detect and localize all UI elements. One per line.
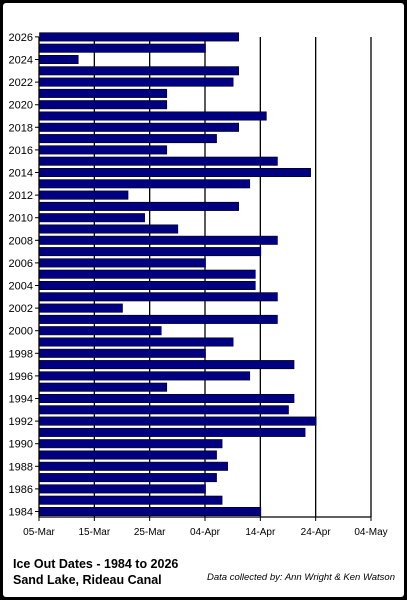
bar-1987 (39, 473, 217, 483)
bar-2019 (39, 111, 267, 121)
bar-2005 (39, 269, 256, 279)
y-tick-label: 1984 (9, 507, 33, 519)
x-tick-label: 24-Apr (301, 527, 332, 538)
y-tick-label: 2022 (9, 77, 33, 89)
bar-2001 (39, 314, 278, 324)
bar-1991 (39, 427, 306, 437)
bar-2000 (39, 326, 162, 336)
bar-1988 (39, 461, 228, 471)
y-tick-label: 1990 (9, 439, 33, 451)
bar-2016 (39, 145, 168, 155)
bar-1986 (39, 484, 206, 494)
bar-1993 (39, 405, 289, 415)
bar-2021 (39, 88, 168, 98)
y-tick-label: 1992 (9, 416, 33, 428)
x-tick-label: 15-Mar (78, 527, 110, 538)
data-credit: Data collected by: Ann Wright & Ken Wats… (207, 572, 395, 583)
bar-2012 (39, 190, 129, 200)
chart-title-line-2: Sand Lake, Rideau Canal (13, 573, 162, 587)
bar-2007 (39, 247, 262, 257)
bar-2023 (39, 66, 239, 76)
bar-2024 (39, 54, 79, 64)
bar-2022 (39, 77, 234, 87)
y-tick-label: 2024 (9, 55, 33, 67)
bar-2014 (39, 168, 311, 178)
bar-2017 (39, 134, 217, 144)
bar-2018 (39, 122, 239, 132)
bar-2015 (39, 156, 278, 166)
bar-2011 (39, 201, 239, 211)
y-tick-label: 1986 (9, 484, 33, 496)
ice-out-bar-chart: 1984 1986 1988 1990 1992 1994 1996 1998 2000 2002… (9, 32, 388, 538)
bar-1999 (39, 337, 234, 347)
bar-2006 (39, 258, 206, 268)
y-tick-label: 2016 (9, 145, 33, 157)
y-tick-label: 1994 (9, 394, 33, 406)
y-tick-label: 2012 (9, 190, 33, 202)
bar-1998 (39, 348, 206, 358)
bar-2020 (39, 100, 168, 110)
y-tick-label: 1996 (9, 371, 33, 383)
y-tick-label: 2004 (9, 281, 33, 293)
y-tick-label: 2006 (9, 258, 33, 270)
bar-1985 (39, 495, 223, 505)
x-tick-label: 04-Apr (190, 527, 221, 538)
y-tick-label: 2002 (9, 303, 33, 315)
y-tick-label: 2020 (9, 100, 33, 112)
bar-1990 (39, 439, 223, 449)
chart-title: Ice Out Dates - 1984 to 2026 Sand Lake, … (13, 556, 178, 588)
y-tick-label: 1998 (9, 348, 33, 360)
bar-1996 (39, 371, 251, 381)
bar-2002 (39, 303, 123, 313)
bar-1997 (39, 360, 295, 370)
y-tick-label: 2026 (9, 32, 33, 44)
bar-2025 (39, 43, 206, 53)
y-tick-label: 2014 (9, 168, 33, 180)
bar-2008 (39, 235, 278, 245)
bar-2003 (39, 292, 278, 302)
chart-title-line-1: Ice Out Dates - 1984 to 2026 (13, 557, 179, 571)
bar-2013 (39, 179, 251, 189)
y-tick-label: 2018 (9, 122, 33, 134)
y-tick-label: 2010 (9, 213, 33, 225)
bar-1994 (39, 393, 295, 403)
bar-1989 (39, 450, 217, 460)
x-tick-label: 14-Apr (245, 527, 276, 538)
bar-1984 (39, 506, 262, 516)
bar-2010 (39, 213, 145, 223)
bar-2009 (39, 224, 179, 234)
bar-2004 (39, 280, 256, 290)
x-tick-label: 25-Mar (134, 527, 166, 538)
bar-1992 (39, 416, 317, 426)
y-tick-label: 1988 (9, 461, 33, 473)
chart-panel: 1984 1986 1988 1990 1992 1994 1996 1998 2000 2002… (3, 3, 404, 597)
bar-1995 (39, 382, 168, 392)
x-tick-label: 04-May (354, 527, 387, 538)
y-tick-label: 2000 (9, 326, 33, 338)
y-tick-label: 2008 (9, 235, 33, 247)
bar-2026 (39, 32, 239, 42)
x-tick-label: 05-Mar (23, 527, 55, 538)
